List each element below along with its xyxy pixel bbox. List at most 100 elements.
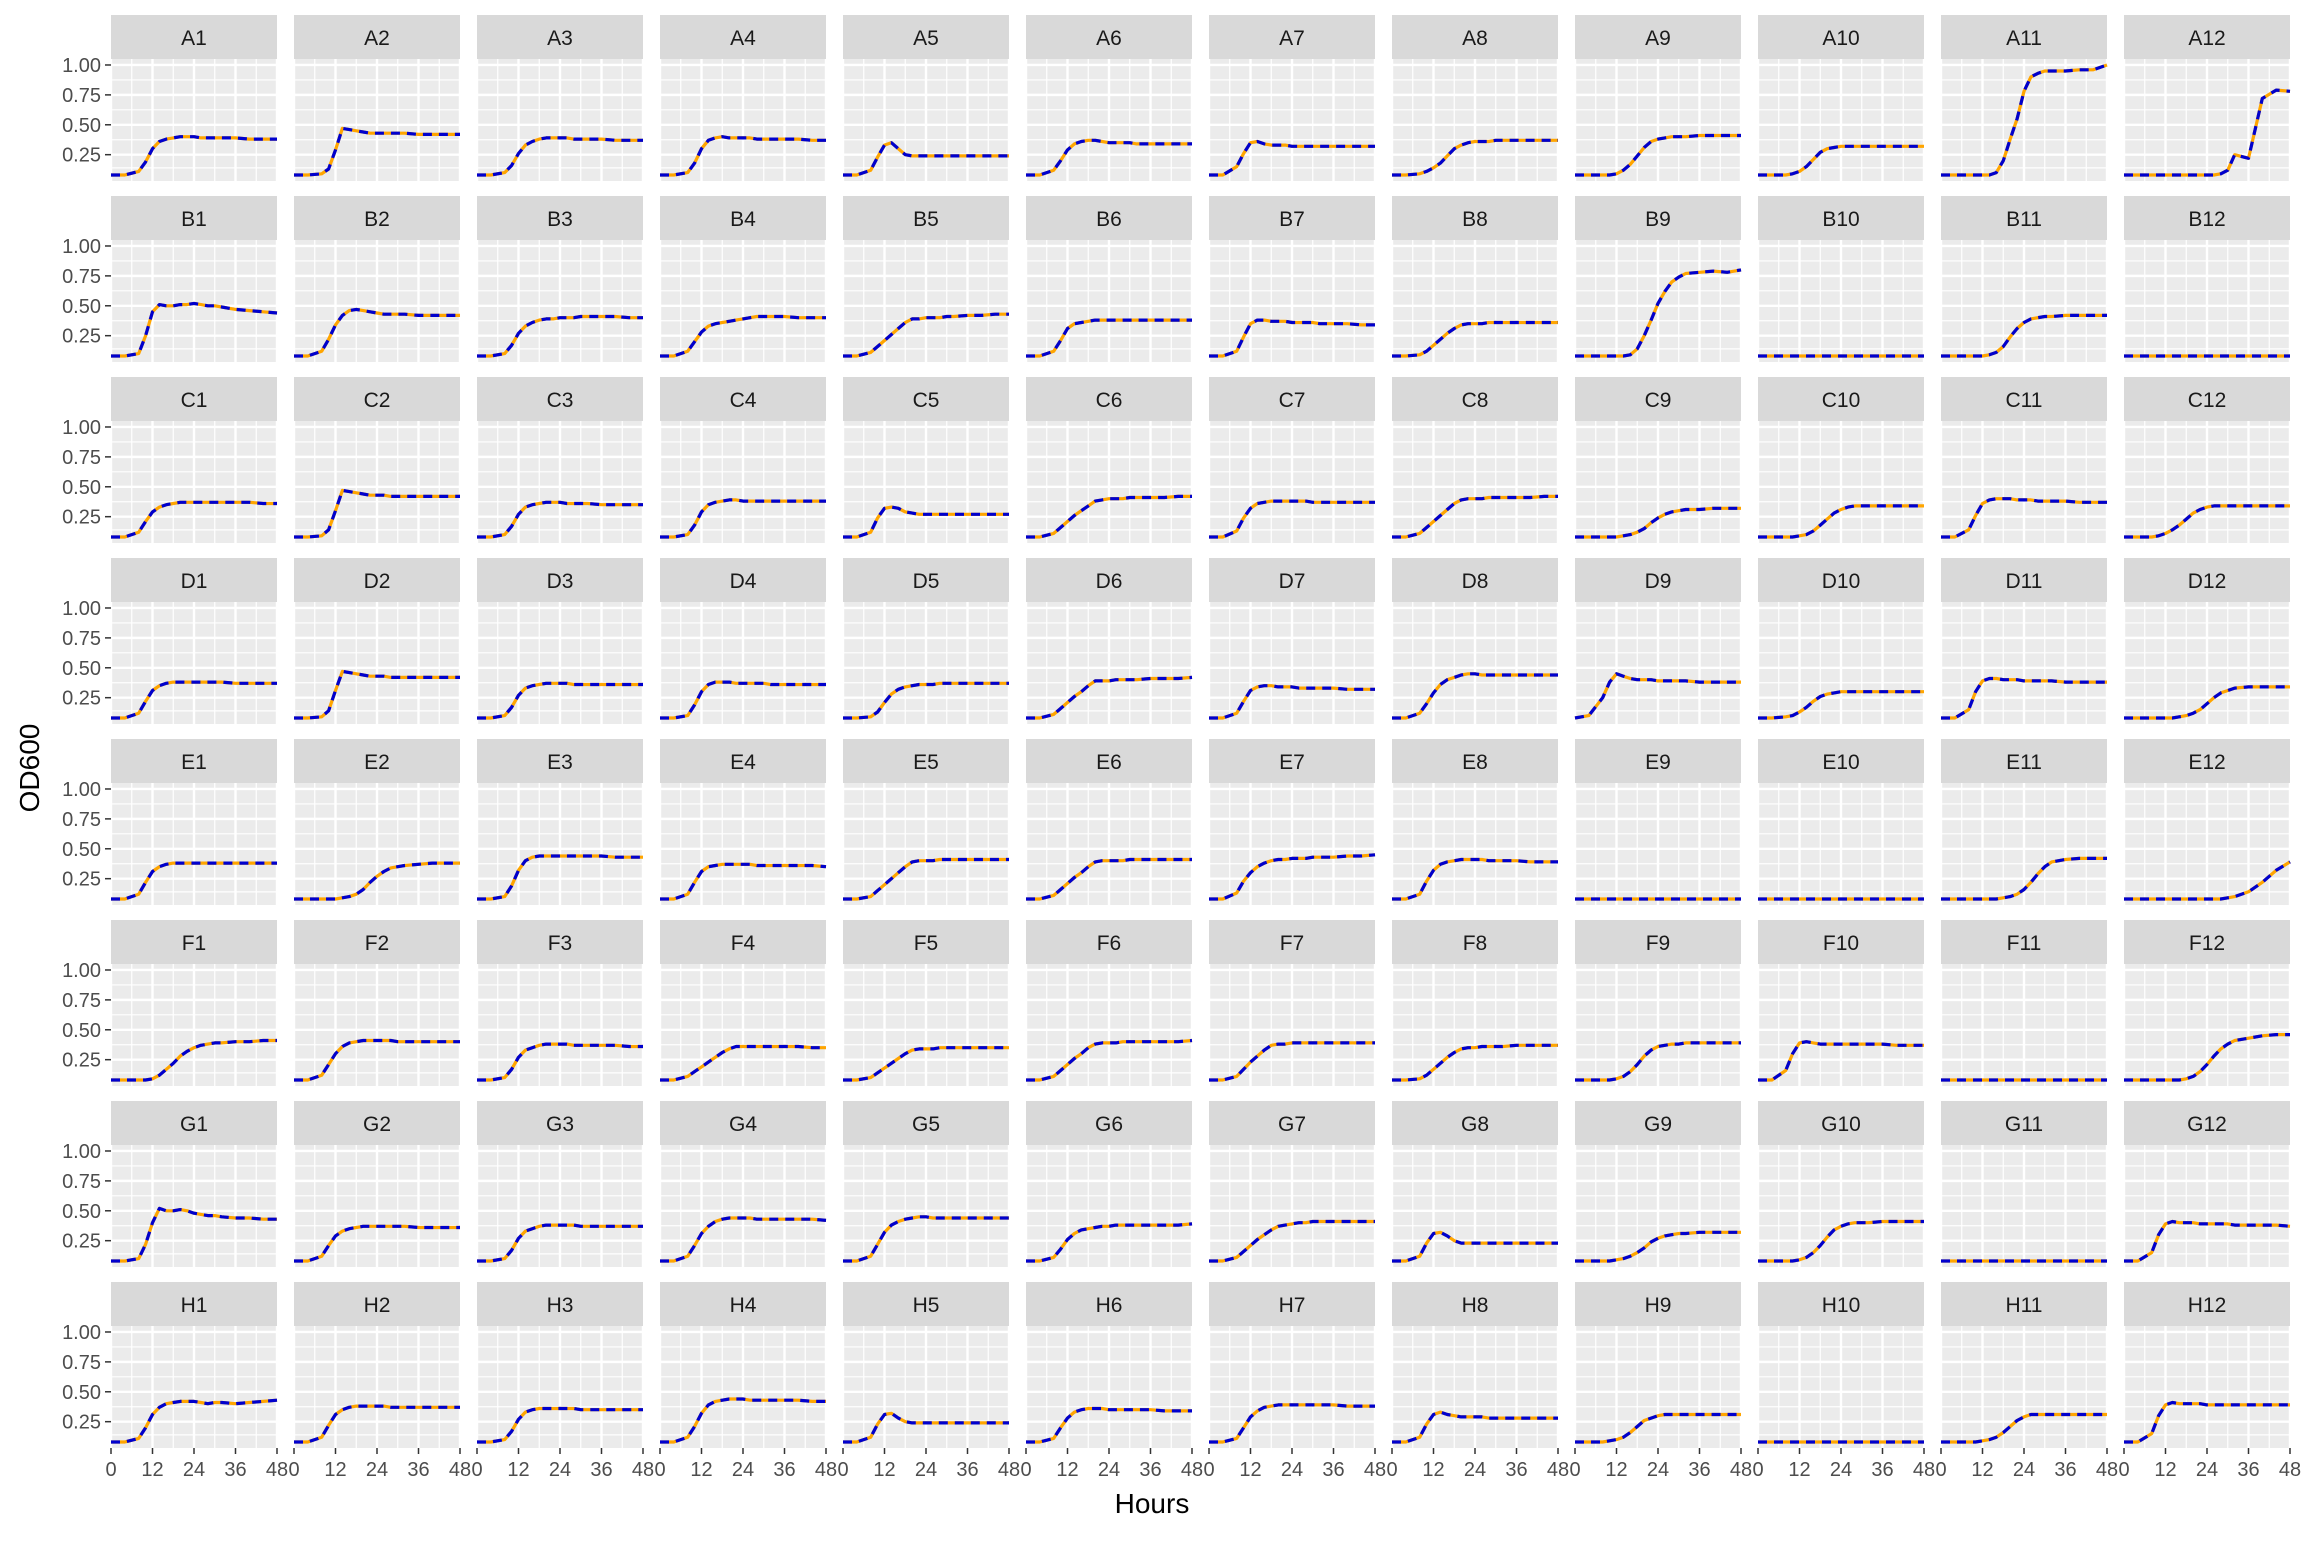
strip-background xyxy=(1026,196,1192,240)
panel-g4: G4 xyxy=(658,1101,828,1267)
panel-d2: D2 xyxy=(292,558,462,724)
y-tick-label: 0.75 xyxy=(62,1171,101,1193)
series-line-observed xyxy=(111,680,277,720)
panel-h8: H8 0 12 24 36 48 xyxy=(1386,1282,1569,1481)
x-tick-label: 36 xyxy=(1505,1459,1527,1481)
y-tick-label: 0.50 xyxy=(62,115,101,137)
strip-background xyxy=(1026,1101,1192,1145)
x-tick-label: 0 xyxy=(471,1459,482,1481)
x-tick-label: 36 xyxy=(956,1459,978,1481)
strip-label: G3 xyxy=(546,1113,574,1136)
x-tick-label: 12 xyxy=(1422,1459,1444,1481)
strip-background xyxy=(294,1282,460,1326)
strip-background xyxy=(1575,196,1741,240)
strip-background xyxy=(660,15,826,59)
panel-b5: B5 xyxy=(841,196,1011,362)
x-tick-label: 0 xyxy=(1752,1459,1763,1481)
panel-b12: B12 xyxy=(2122,196,2292,362)
x-tick-label: 36 xyxy=(1139,1459,1161,1481)
strip-label: G2 xyxy=(363,1113,391,1136)
series-line-fitted xyxy=(477,500,643,539)
series-line-fitted xyxy=(660,498,826,539)
x-tick-label: 24 xyxy=(732,1459,754,1481)
panel-h2: H2 0 12 24 36 48 xyxy=(288,1282,471,1481)
strip-label: C4 xyxy=(730,389,757,412)
panel-g8: G8 xyxy=(1390,1101,1560,1267)
series-line-fitted xyxy=(1574,672,1741,720)
strip-background xyxy=(1392,739,1558,783)
strip-label: B6 xyxy=(1096,208,1122,231)
x-tick-label: 48 xyxy=(1547,1459,1569,1481)
x-tick-label: 12 xyxy=(873,1459,895,1481)
panel-c4: C4 xyxy=(658,377,828,543)
series-line-fitted xyxy=(294,488,460,539)
series-line-observed xyxy=(1209,684,1375,720)
strip-label: C12 xyxy=(2188,389,2227,412)
series-line-fitted xyxy=(1026,675,1193,720)
series-line-fitted xyxy=(660,314,826,358)
strip-label: E6 xyxy=(1096,751,1122,774)
panel-f7: F7 xyxy=(1207,920,1377,1086)
strip-label: A8 xyxy=(1462,27,1488,50)
strip-background xyxy=(1209,196,1375,240)
panel-g1: G1 0.25 0.50 0.75 1.00 xyxy=(62,1101,279,1267)
y-tick-label: 0.25 xyxy=(62,869,101,891)
x-tick-label: 48 xyxy=(1364,1459,1386,1481)
series-line-fitted xyxy=(1026,1406,1192,1444)
panel-g5: G5 xyxy=(841,1101,1011,1267)
strip-label: C2 xyxy=(364,389,391,412)
strip-label: C3 xyxy=(547,389,574,412)
strip-background xyxy=(1026,739,1192,783)
panel-h7: H7 0 12 24 36 48 xyxy=(1203,1282,1386,1481)
panel-a9: A9 xyxy=(1573,15,1743,181)
panel-e3: E3 xyxy=(475,739,645,905)
strip-background xyxy=(1575,1282,1741,1326)
strip-label: H8 xyxy=(1462,1294,1489,1317)
series-line-fitted xyxy=(2124,1032,2290,1082)
y-tick-label: 0.50 xyxy=(62,1382,101,1404)
series-line-fitted xyxy=(1026,494,1192,539)
strip-label: E8 xyxy=(1462,751,1488,774)
x-tick-label: 12 xyxy=(324,1459,346,1481)
series-line-fitted xyxy=(111,135,277,177)
panel-b10: B10 xyxy=(1756,196,1926,362)
strip-label: F10 xyxy=(1823,932,1859,955)
panel-f1: F1 0.25 0.50 0.75 1.00 xyxy=(62,920,279,1086)
panel-b8: B8 xyxy=(1390,196,1560,362)
strip-background xyxy=(1941,920,2107,964)
panel-h12: H12 0 12 24 36 48 xyxy=(2118,1282,2301,1481)
panel-b11: B11 xyxy=(1939,196,2109,362)
strip-label: D5 xyxy=(913,570,940,593)
y-tick-label: 0.75 xyxy=(62,990,101,1012)
strip-background xyxy=(843,1101,1009,1145)
panel-e1: E1 0.25 0.50 0.75 1.00 xyxy=(62,739,279,905)
y-tick-label: 0.75 xyxy=(62,628,101,650)
panel-d10: D10 xyxy=(1756,558,1926,724)
strip-label: D6 xyxy=(1096,570,1123,593)
x-axis-title: Hours xyxy=(1114,1488,1190,1519)
strip-label: G10 xyxy=(1821,1113,1861,1136)
strip-label: A11 xyxy=(2006,27,2042,50)
panel-g12: G12 xyxy=(2122,1101,2292,1267)
x-tick-label: 36 xyxy=(2237,1459,2259,1481)
y-tick-label: 0.50 xyxy=(62,1201,101,1223)
series-line-fitted xyxy=(843,141,1009,177)
panel-a1: A1 0.25 0.50 0.75 1.00 xyxy=(62,15,279,181)
panel-a8: A8 xyxy=(1390,15,1560,181)
series-line-observed xyxy=(660,862,827,901)
y-tick-label: 0.25 xyxy=(62,507,101,529)
strip-background xyxy=(660,558,826,602)
strip-background xyxy=(1392,196,1558,240)
strip-background xyxy=(2124,1101,2290,1145)
strip-label: A4 xyxy=(730,27,756,50)
strip-background xyxy=(843,920,1009,964)
x-tick-label: 0 xyxy=(1569,1459,1580,1481)
series-line-observed xyxy=(1209,853,1376,901)
strip-label: C8 xyxy=(1462,389,1489,412)
strip-label: E11 xyxy=(2006,751,2042,774)
strip-background xyxy=(294,739,460,783)
strip-label: E5 xyxy=(913,751,939,774)
x-tick-label: 36 xyxy=(1688,1459,1710,1481)
panel-b6: B6 xyxy=(1024,196,1194,362)
x-tick-label: 12 xyxy=(1788,1459,1810,1481)
